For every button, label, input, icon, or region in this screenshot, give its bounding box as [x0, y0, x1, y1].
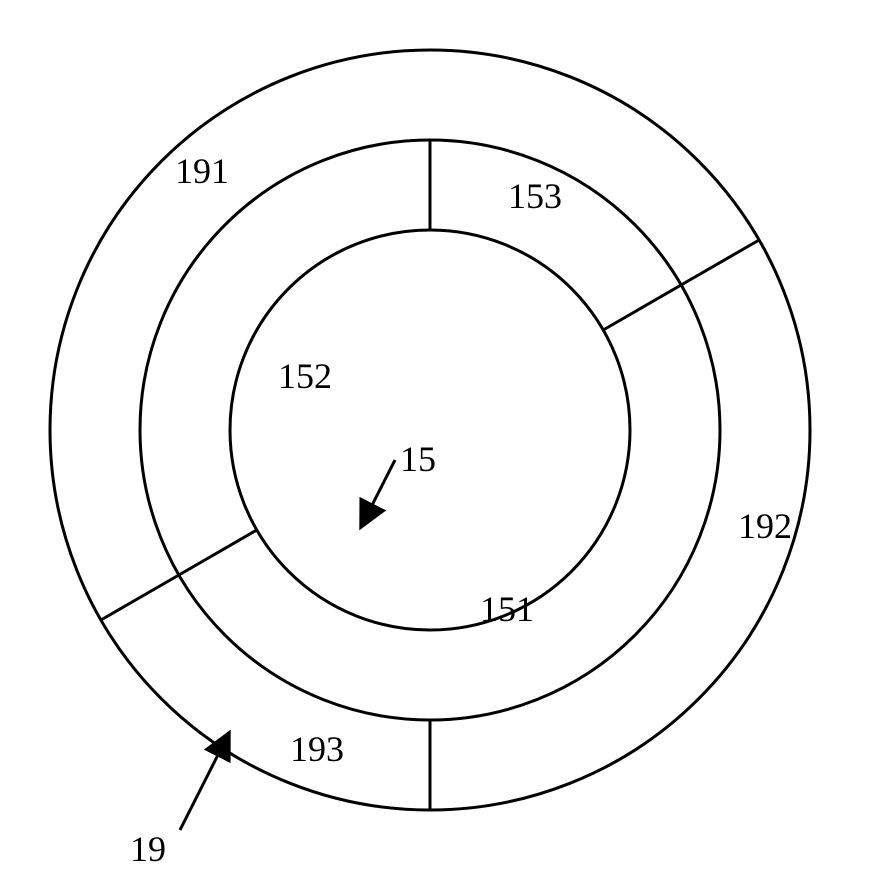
outer-divider-210: [101, 575, 179, 620]
leader-15: [362, 460, 395, 525]
inner-divider-30: [603, 285, 681, 330]
label-192: 192: [738, 505, 792, 547]
leader-19: [180, 735, 228, 830]
label-152: 152: [278, 355, 332, 397]
label-191: 191: [175, 150, 229, 192]
inner-divider-150: [179, 530, 257, 575]
inner-circle: [230, 230, 630, 630]
ring-diagram: [0, 0, 895, 893]
label-153: 153: [508, 175, 562, 217]
outer-divider-330: [681, 240, 759, 285]
label-193: 193: [290, 728, 344, 770]
label-151: 151: [480, 588, 534, 630]
label-19: 19: [130, 828, 166, 870]
label-15: 15: [400, 438, 436, 480]
